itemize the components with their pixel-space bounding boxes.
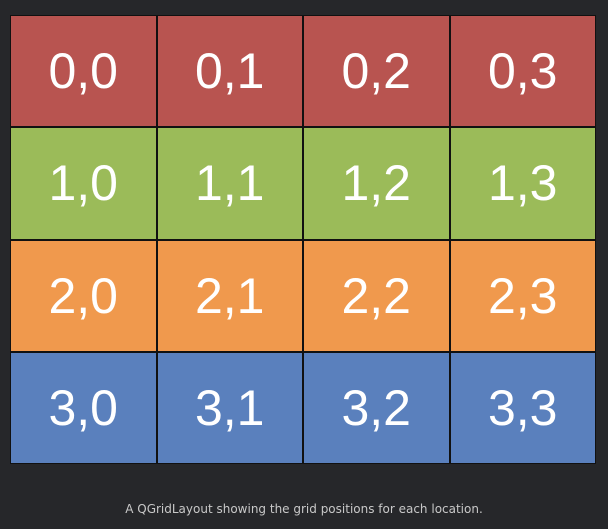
grid-cell: 3,2 (304, 352, 449, 463)
figure-caption: A QGridLayout showing the grid positions… (125, 502, 483, 516)
grid-cell: 1,0 (11, 128, 156, 239)
grid-cell: 0,0 (11, 16, 156, 127)
grid-cell: 0,2 (304, 16, 449, 127)
grid-cell: 3,1 (157, 352, 302, 463)
grid-cell: 3,0 (11, 352, 156, 463)
grid-cell: 2,0 (11, 240, 156, 351)
grid-cell: 0,1 (157, 16, 302, 127)
grid-cell: 1,2 (304, 128, 449, 239)
grid-cell: 1,3 (450, 128, 595, 239)
grid-layout-figure: 0,0 0,1 0,2 0,3 1,0 1,1 1,2 1,3 2,0 2,1 2,2 2,3 3,0 3… (10, 15, 596, 464)
grid-cell: 2,1 (157, 240, 302, 351)
grid-cell: 2,2 (304, 240, 449, 351)
grid-cell: 2,3 (450, 240, 595, 351)
grid-cell: 0,3 (450, 16, 595, 127)
grid-cell: 1,1 (157, 128, 302, 239)
grid-cell: 3,3 (450, 352, 595, 463)
